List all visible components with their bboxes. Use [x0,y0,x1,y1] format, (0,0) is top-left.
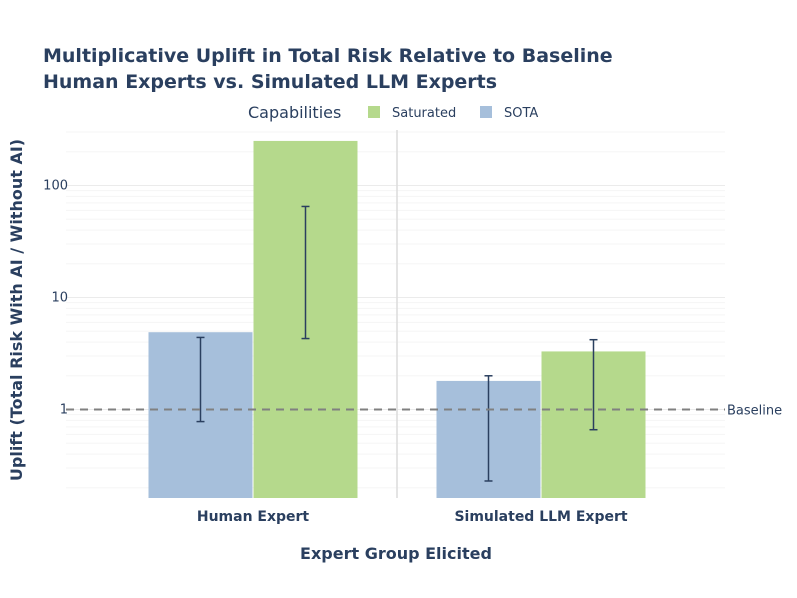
x-category-label: Human Expert [197,509,310,525]
y-tick-label: 10 [51,291,68,306]
x-axis-title: Expert Group Elicited [300,544,492,563]
legend-swatch [480,106,492,118]
chart-title: Multiplicative Uplift in Total Risk Rela… [43,45,613,67]
y-axis-title: Uplift (Total Risk With AI / Without AI) [7,139,26,481]
chart-subtitle: Human Experts vs. Simulated LLM Experts [43,71,497,93]
y-tick-label: 1 [60,403,68,418]
legend-item-saturated: Saturated [368,106,456,121]
legend-item-sota: SOTA [480,106,538,121]
baseline-label: Baseline [727,404,782,419]
error-bar-saturated-0 [301,205,310,340]
legend-title: Capabilities [248,103,341,122]
x-axis-categories: Human Expert Simulated LLM Expert [197,509,628,525]
legend-label: SOTA [504,106,538,121]
legend: Capabilities Saturated SOTA [248,103,538,122]
y-tick-label: 100 [43,179,68,194]
error-bar-saturated-1 [589,338,598,431]
error-bars [196,205,598,482]
error-bar-sota-1 [484,375,493,482]
baseline-reference: Baseline [66,404,782,419]
y-axis-ticks: 1 10 100 [43,179,68,418]
legend-label: Saturated [392,106,456,121]
error-bar-sota-0 [196,336,205,423]
bars [148,140,646,498]
legend-swatch [368,106,380,118]
x-category-label: Simulated LLM Expert [454,509,627,525]
